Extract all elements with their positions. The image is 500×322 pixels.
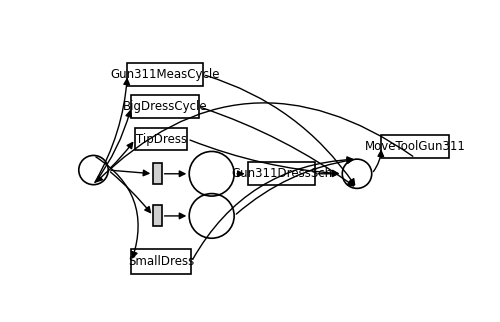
Text: Gun311DressSch: Gun311DressSch xyxy=(231,167,332,180)
FancyBboxPatch shape xyxy=(153,163,162,184)
Text: SmallDress: SmallDress xyxy=(128,255,194,268)
Text: MoveToolGun311: MoveToolGun311 xyxy=(364,140,466,153)
FancyBboxPatch shape xyxy=(153,205,162,226)
Text: BigDressCycle: BigDressCycle xyxy=(123,100,208,113)
Text: TipDress: TipDress xyxy=(136,133,187,146)
Text: Gun311MeasCycle: Gun311MeasCycle xyxy=(110,68,220,81)
